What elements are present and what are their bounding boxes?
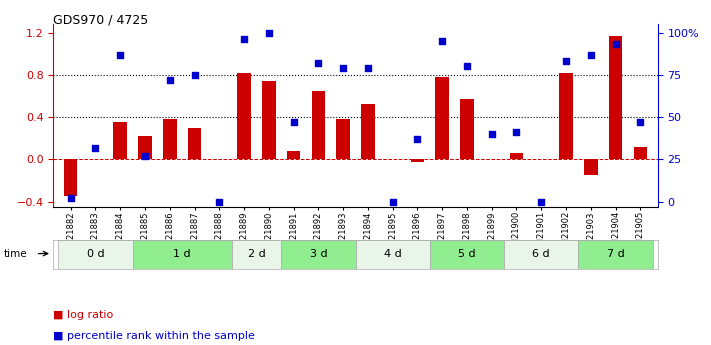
Text: ■ log ratio: ■ log ratio (53, 310, 114, 321)
Point (362, 65, 373, 71)
Bar (510, 153, 523, 159)
Point (213, 199, 225, 205)
Point (164, 77, 176, 83)
Point (338, 65, 349, 71)
Text: 2 d: 2 d (247, 249, 265, 259)
Bar (188, 128, 201, 159)
Text: 7 d: 7 d (606, 249, 624, 259)
Text: GDS970 / 4725: GDS970 / 4725 (53, 14, 149, 27)
Point (635, 119, 646, 125)
Bar (281, 240, 356, 269)
Bar (411, 159, 424, 161)
Bar (336, 119, 350, 159)
Bar (237, 73, 251, 159)
Point (610, 42, 621, 47)
Point (461, 64, 473, 69)
Bar (430, 240, 504, 269)
Text: 1 d: 1 d (173, 249, 191, 259)
Text: time: time (4, 249, 27, 258)
Point (65, 196, 76, 201)
Bar (361, 105, 375, 159)
Bar (435, 77, 449, 159)
Bar (584, 159, 598, 175)
Bar (634, 147, 647, 159)
Bar (138, 136, 151, 159)
Point (114, 52, 126, 57)
Text: 5 d: 5 d (458, 249, 476, 259)
Bar (113, 122, 127, 159)
Point (560, 59, 572, 64)
Bar (609, 36, 622, 159)
Bar (311, 91, 325, 159)
Point (412, 136, 423, 142)
Text: ■ percentile rank within the sample: ■ percentile rank within the sample (53, 331, 255, 341)
Bar (504, 240, 579, 269)
Point (585, 52, 597, 57)
Point (288, 119, 299, 125)
Point (387, 199, 398, 205)
Point (510, 130, 522, 135)
Point (486, 131, 498, 137)
Bar (58, 240, 132, 269)
Point (437, 38, 448, 44)
Text: 3 d: 3 d (309, 249, 327, 259)
Bar (163, 119, 176, 159)
Bar (560, 73, 573, 159)
Bar (579, 240, 653, 269)
Bar (287, 151, 300, 159)
Text: 6 d: 6 d (533, 249, 550, 259)
Bar (232, 240, 281, 269)
Bar (64, 159, 77, 196)
Bar (460, 99, 474, 159)
Point (90, 145, 101, 150)
Bar (132, 240, 232, 269)
Point (535, 199, 547, 205)
Point (238, 37, 250, 42)
Text: 0 d: 0 d (87, 249, 105, 259)
Bar (262, 81, 276, 159)
Bar (356, 240, 430, 269)
Point (263, 30, 274, 36)
Point (313, 60, 324, 66)
Text: 4 d: 4 d (384, 249, 402, 259)
Point (189, 72, 201, 78)
Point (139, 153, 151, 159)
